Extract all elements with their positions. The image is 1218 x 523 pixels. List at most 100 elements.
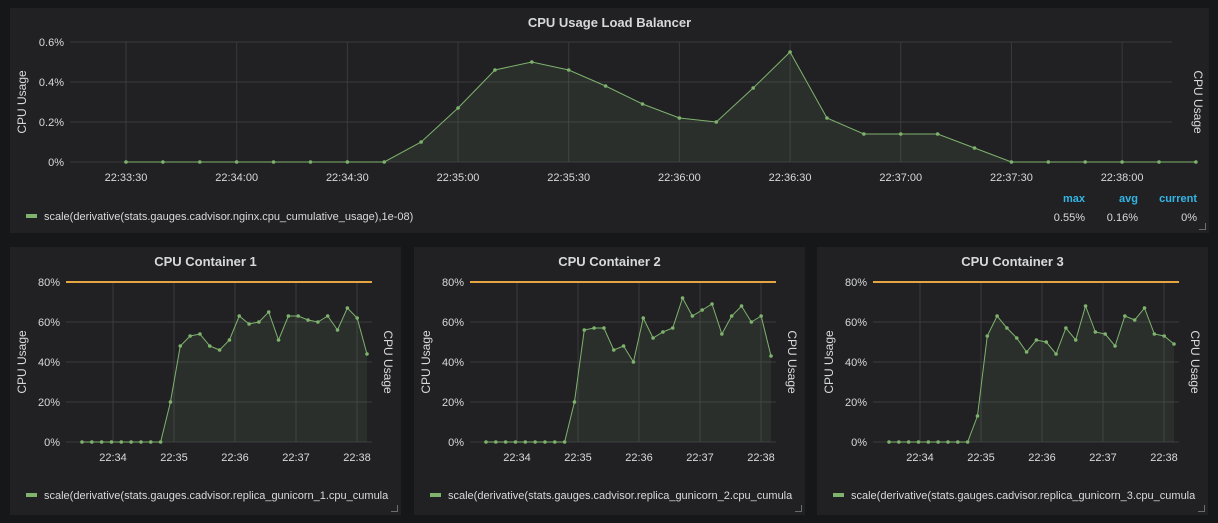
x-tick-label: 22:34 <box>99 452 127 464</box>
data-point <box>494 440 498 444</box>
y-axis-label-right: CPU Usage <box>785 330 799 394</box>
panel-title[interactable]: CPU Container 3 <box>961 254 1064 269</box>
data-point <box>1162 334 1166 338</box>
data-point <box>227 338 232 342</box>
legend-series-label: scale(derivative(stats.gauges.cadvisor.r… <box>448 490 793 502</box>
legend-swatch <box>26 493 37 498</box>
data-point <box>493 68 497 72</box>
data-point <box>1142 306 1147 310</box>
resize-handle[interactable] <box>1199 223 1206 230</box>
data-point <box>729 314 734 318</box>
data-point <box>365 352 369 356</box>
y-tick-label: 80% <box>442 277 464 289</box>
data-point <box>1083 304 1088 308</box>
legend-series[interactable]: scale(derivative(stats.gauges.cadvisor.n… <box>26 211 413 223</box>
data-point <box>80 440 84 444</box>
y-tick-label: 80% <box>845 277 867 289</box>
y-axis-label-right: CPU Usage <box>381 330 395 394</box>
data-point <box>148 440 153 444</box>
data-point <box>207 344 212 348</box>
legend-value-avg: 0.16% <box>1106 212 1138 224</box>
panel-title[interactable]: CPU Container 2 <box>558 254 661 269</box>
panel-title[interactable]: CPU Usage Load Balancer <box>527 15 692 30</box>
x-tick-label: 22:34 <box>906 452 934 464</box>
data-point <box>680 296 685 300</box>
data-point <box>513 440 518 444</box>
container-3-panel: CPU Container 3 0% 20% 40% 60% 80% 22:34 22:35… <box>817 247 1208 515</box>
data-point <box>523 440 528 444</box>
x-tick-label: 22:38 <box>343 452 371 464</box>
legend-swatch <box>430 493 441 498</box>
load-balancer-chart[interactable]: 0% 0.2% 0.4% 0.6% 22:33:30 22:34:00 22:34:30 22… <box>10 8 1209 233</box>
x-tick-label: 22:35:30 <box>547 172 590 184</box>
data-point <box>603 84 608 88</box>
data-point <box>124 160 128 164</box>
x-tick-label: 22:35 <box>967 452 995 464</box>
x-tick-label: 22:38 <box>747 452 775 464</box>
data-point <box>751 86 755 90</box>
legend-header-avg[interactable]: avg <box>1119 193 1138 205</box>
data-point <box>1132 318 1137 322</box>
data-point <box>139 440 143 444</box>
data-point <box>276 338 281 342</box>
legend-series-label: scale(derivative(stats.gauges.cadvisor.r… <box>44 490 389 502</box>
data-point <box>906 440 911 444</box>
data-point <box>266 310 271 314</box>
data-point <box>316 320 320 324</box>
data-point <box>158 440 163 444</box>
data-point <box>690 314 695 318</box>
data-point <box>936 440 940 444</box>
x-tick-label: 22:34:00 <box>215 172 258 184</box>
y-tick-label: 0% <box>48 157 64 169</box>
y-tick-label: 60% <box>442 317 464 329</box>
container-3-chart[interactable]: 0%20%40%60%80%22:34 22:35 22:36 22:37 22:38C… <box>817 247 1208 515</box>
container-2-chart[interactable]: 0%20%40%60%80%22:34 22:35 22:36 22:37 22:38C… <box>414 247 805 515</box>
y-tick-label: 0.6% <box>39 37 64 49</box>
y-tick-label: 60% <box>38 317 60 329</box>
data-point <box>972 146 977 150</box>
legend-header-current[interactable]: current <box>1159 193 1197 205</box>
y-axis-label-left: CPU Usage <box>419 330 433 394</box>
legend-series[interactable]: scale(derivative(stats.gauges.cadvisor.r… <box>26 490 394 502</box>
data-point <box>271 160 276 164</box>
container-1-chart[interactable]: 0%20%40%60%80%22:34 22:35 22:36 22:37 22:38C… <box>10 247 401 515</box>
resize-handle[interactable] <box>795 505 802 512</box>
legend-series[interactable]: scale(derivative(stats.gauges.cadvisor.r… <box>430 490 798 502</box>
legend-series[interactable]: scale(derivative(stats.gauges.cadvisor.r… <box>833 490 1201 502</box>
data-point <box>602 326 606 330</box>
legend-series-label: scale(derivative(stats.gauges.cadvisor.n… <box>44 211 414 223</box>
data-point <box>926 440 931 444</box>
data-point <box>161 160 165 164</box>
data-point <box>935 132 940 136</box>
panel-title[interactable]: CPU Container 1 <box>154 254 257 269</box>
data-point <box>1005 326 1009 330</box>
data-point <box>611 348 616 352</box>
x-tick-label: 22:37 <box>282 452 310 464</box>
data-point <box>621 344 626 348</box>
data-point <box>714 120 719 124</box>
data-point <box>188 334 192 338</box>
x-tick-label: 22:37 <box>1089 452 1117 464</box>
load-balancer-panel: CPU Usage Load Balancer 0% 0.2% 0.4% 0.6% 22… <box>10 8 1209 233</box>
data-point <box>1054 352 1058 356</box>
data-point <box>217 348 222 352</box>
data-point <box>862 132 866 136</box>
series-area <box>82 308 367 442</box>
data-point <box>168 400 173 404</box>
data-point <box>651 336 655 340</box>
y-tick-label: 0.4% <box>39 77 64 89</box>
data-point <box>946 440 950 444</box>
data-point <box>759 314 763 318</box>
y-tick-label: 40% <box>442 357 464 369</box>
data-point <box>1113 344 1117 348</box>
data-point <box>562 440 567 444</box>
resize-handle[interactable] <box>391 505 398 512</box>
data-point <box>1034 338 1039 342</box>
data-point <box>825 116 829 120</box>
data-point <box>640 102 645 106</box>
legend-header-max[interactable]: max <box>1062 193 1085 205</box>
data-point <box>985 334 990 338</box>
x-tick-label: 22:36 <box>625 452 653 464</box>
resize-handle[interactable] <box>1198 505 1205 512</box>
x-tick-label: 22:37:30 <box>990 172 1033 184</box>
